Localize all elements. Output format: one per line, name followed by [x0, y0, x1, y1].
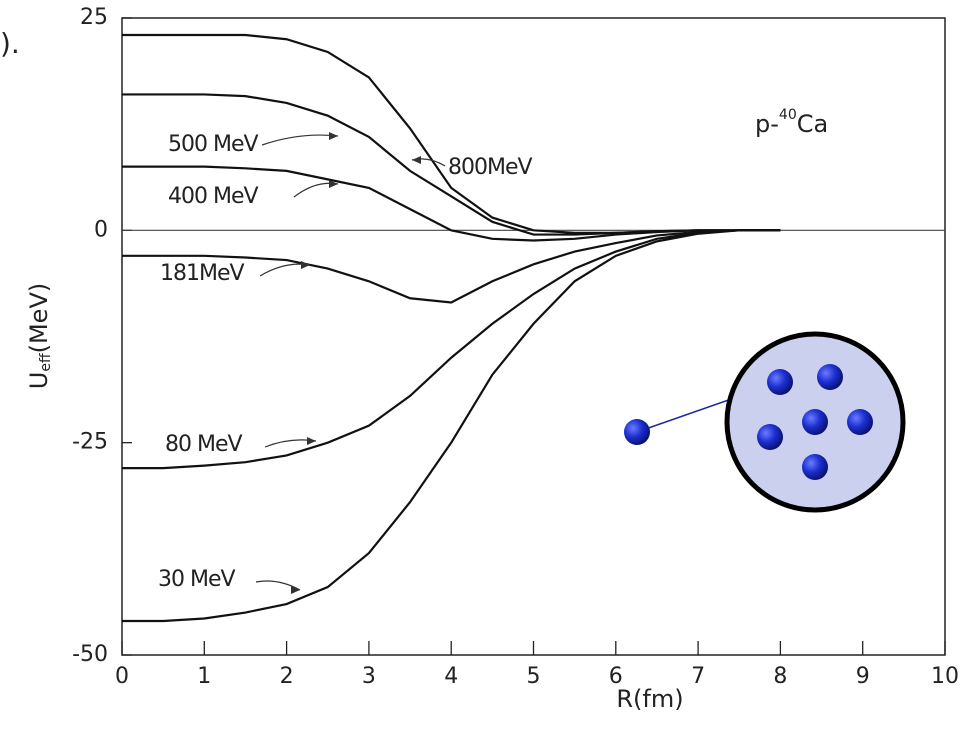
series: 30 MeV	[122, 229, 781, 623]
nucleon	[757, 424, 783, 450]
x-tick-label: 7	[691, 664, 705, 689]
x-tick-label: 3	[362, 664, 376, 689]
annotation-after: Ca	[797, 110, 828, 138]
annotation-before: p-	[755, 110, 779, 138]
x-tick-label: 1	[197, 664, 211, 689]
projectile	[624, 419, 650, 445]
x-tick-label: 10	[931, 664, 959, 689]
y-tick-label: -50	[72, 642, 108, 667]
arrow-head	[329, 180, 338, 188]
x-axis-label: R(fm)	[616, 685, 683, 713]
arrow-head	[307, 437, 316, 445]
curve	[122, 229, 781, 623]
x-tick-label: 0	[115, 664, 129, 689]
nucleon	[847, 409, 873, 435]
x-tick-label: 9	[856, 664, 870, 689]
curve-label: 181MeV	[160, 261, 245, 286]
annotation: p-40Ca	[755, 107, 828, 138]
curve-label: 800MeV	[448, 155, 533, 180]
series: 181MeV	[122, 229, 781, 304]
y-label-sub: eff	[38, 353, 54, 372]
curve	[122, 165, 781, 242]
series: 80 MeV	[122, 229, 781, 470]
y-tick-label: -25	[72, 430, 108, 455]
label-arrow	[261, 134, 339, 146]
y-tick-label: 25	[80, 5, 108, 30]
x-tick-label: 5	[527, 664, 541, 689]
cropped-text: ).	[0, 27, 20, 60]
curve-label: 400 MeV	[168, 184, 259, 209]
x-tick-label: 6	[609, 664, 623, 689]
nucleon	[802, 409, 828, 435]
curve-label: 30 MeV	[158, 567, 236, 592]
series: 400 MeV	[122, 165, 781, 242]
nucleon	[817, 364, 843, 390]
arrow-head	[329, 132, 338, 140]
x-tick-label: 4	[444, 664, 458, 689]
curve-label: 80 MeV	[165, 432, 243, 457]
nucleus-illustration	[624, 331, 906, 513]
arrow-head	[301, 261, 310, 269]
arrow-head	[412, 156, 421, 164]
curve	[122, 229, 781, 470]
annotation-sup: 40	[779, 107, 797, 123]
y-axis-label: Ueff(MeV)	[25, 283, 54, 389]
x-tick-label: 2	[280, 664, 294, 689]
nucleon	[802, 454, 828, 480]
y-label-main: U	[25, 372, 53, 390]
x-tick-label: 8	[773, 664, 787, 689]
y-tick-label: 0	[94, 217, 108, 242]
curve	[122, 229, 781, 304]
nucleon	[767, 369, 793, 395]
label-arrow	[255, 580, 301, 591]
series: 800MeV	[122, 33, 781, 234]
arrow-head	[291, 586, 300, 594]
curve-label: 500 MeV	[168, 132, 259, 157]
y-label-unit: (MeV)	[25, 283, 53, 354]
